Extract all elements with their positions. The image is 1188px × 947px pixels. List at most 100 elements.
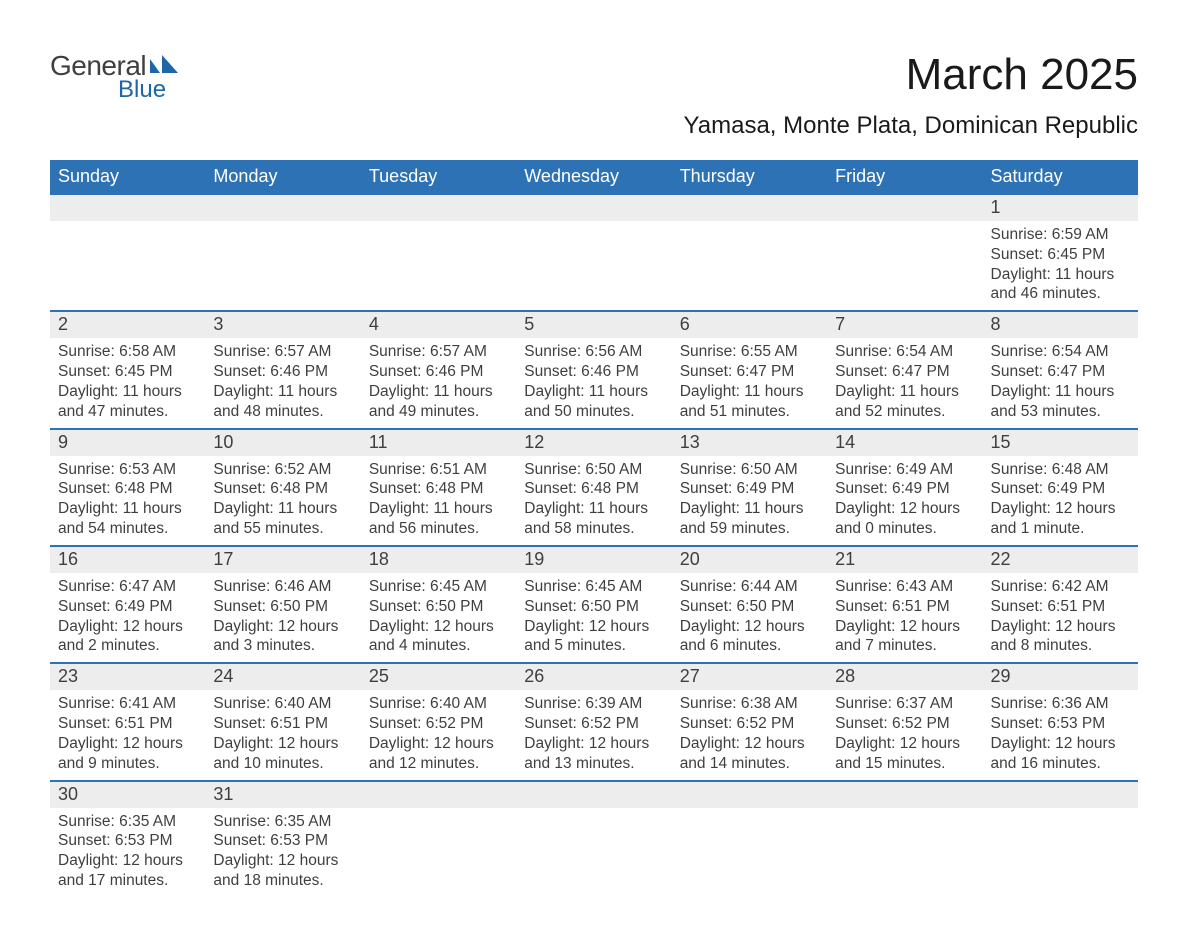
sunset-text: Sunset: 6:51 PM	[991, 597, 1130, 617]
day-number	[361, 782, 516, 808]
sunset-text: Sunset: 6:52 PM	[680, 714, 819, 734]
day-details: Sunrise: 6:50 AMSunset: 6:48 PMDaylight:…	[516, 456, 671, 545]
sunrise-text: Sunrise: 6:55 AM	[680, 342, 819, 362]
weekday-header: Sunday	[50, 160, 205, 194]
day-details	[516, 221, 671, 301]
day-number: 9	[50, 430, 205, 456]
daylight-text-2: and 54 minutes.	[58, 519, 197, 539]
weekday-header: Wednesday	[516, 160, 671, 194]
calendar-day-cell: 25Sunrise: 6:40 AMSunset: 6:52 PMDayligh…	[361, 663, 516, 780]
daylight-text-2: and 52 minutes.	[835, 402, 974, 422]
day-number: 30	[50, 782, 205, 808]
sunrise-text: Sunrise: 6:39 AM	[524, 694, 663, 714]
calendar-day-cell: 21Sunrise: 6:43 AMSunset: 6:51 PMDayligh…	[827, 546, 982, 663]
daylight-text-2: and 13 minutes.	[524, 754, 663, 774]
daylight-text-2: and 12 minutes.	[369, 754, 508, 774]
calendar-day-cell: 8Sunrise: 6:54 AMSunset: 6:47 PMDaylight…	[983, 311, 1138, 428]
day-number: 17	[205, 547, 360, 573]
day-number: 12	[516, 430, 671, 456]
day-details: Sunrise: 6:42 AMSunset: 6:51 PMDaylight:…	[983, 573, 1138, 662]
calendar-day-cell: 22Sunrise: 6:42 AMSunset: 6:51 PMDayligh…	[983, 546, 1138, 663]
calendar-day-cell	[516, 194, 671, 311]
daylight-text-2: and 10 minutes.	[213, 754, 352, 774]
sunrise-text: Sunrise: 6:50 AM	[680, 460, 819, 480]
day-number: 14	[827, 430, 982, 456]
sunset-text: Sunset: 6:47 PM	[991, 362, 1130, 382]
day-details: Sunrise: 6:57 AMSunset: 6:46 PMDaylight:…	[361, 338, 516, 427]
daylight-text-1: Daylight: 12 hours	[213, 617, 352, 637]
day-number	[827, 782, 982, 808]
day-number: 27	[672, 664, 827, 690]
calendar-day-cell: 2Sunrise: 6:58 AMSunset: 6:45 PMDaylight…	[50, 311, 205, 428]
sunrise-text: Sunrise: 6:59 AM	[991, 225, 1130, 245]
sunset-text: Sunset: 6:48 PM	[369, 479, 508, 499]
daylight-text-2: and 4 minutes.	[369, 636, 508, 656]
logo: General Blue	[50, 50, 178, 104]
day-details	[983, 808, 1138, 888]
calendar-day-cell: 1Sunrise: 6:59 AMSunset: 6:45 PMDaylight…	[983, 194, 1138, 311]
daylight-text-1: Daylight: 11 hours	[213, 382, 352, 402]
header: General Blue March 2025 Yamasa, Monte Pl…	[50, 50, 1138, 140]
daylight-text-2: and 46 minutes.	[991, 284, 1130, 304]
sunrise-text: Sunrise: 6:35 AM	[58, 812, 197, 832]
sunset-text: Sunset: 6:49 PM	[58, 597, 197, 617]
daylight-text-2: and 7 minutes.	[835, 636, 974, 656]
sunrise-text: Sunrise: 6:45 AM	[369, 577, 508, 597]
calendar-day-cell: 31Sunrise: 6:35 AMSunset: 6:53 PMDayligh…	[205, 781, 360, 897]
sunrise-text: Sunrise: 6:40 AM	[369, 694, 508, 714]
day-number: 18	[361, 547, 516, 573]
day-number: 26	[516, 664, 671, 690]
daylight-text-2: and 6 minutes.	[680, 636, 819, 656]
day-number	[205, 195, 360, 221]
calendar-day-cell	[672, 781, 827, 897]
day-details: Sunrise: 6:43 AMSunset: 6:51 PMDaylight:…	[827, 573, 982, 662]
day-details	[50, 221, 205, 301]
day-number: 21	[827, 547, 982, 573]
daylight-text-2: and 2 minutes.	[58, 636, 197, 656]
day-details: Sunrise: 6:59 AMSunset: 6:45 PMDaylight:…	[983, 221, 1138, 310]
day-number: 5	[516, 312, 671, 338]
calendar-day-cell	[361, 781, 516, 897]
sunset-text: Sunset: 6:52 PM	[524, 714, 663, 734]
sunrise-text: Sunrise: 6:49 AM	[835, 460, 974, 480]
daylight-text-2: and 16 minutes.	[991, 754, 1130, 774]
calendar-day-cell	[827, 781, 982, 897]
calendar-day-cell: 27Sunrise: 6:38 AMSunset: 6:52 PMDayligh…	[672, 663, 827, 780]
calendar-week-row: 9Sunrise: 6:53 AMSunset: 6:48 PMDaylight…	[50, 429, 1138, 546]
sunrise-text: Sunrise: 6:43 AM	[835, 577, 974, 597]
day-number	[672, 782, 827, 808]
calendar-day-cell: 26Sunrise: 6:39 AMSunset: 6:52 PMDayligh…	[516, 663, 671, 780]
day-number: 23	[50, 664, 205, 690]
day-details: Sunrise: 6:45 AMSunset: 6:50 PMDaylight:…	[361, 573, 516, 662]
daylight-text-2: and 49 minutes.	[369, 402, 508, 422]
day-details: Sunrise: 6:47 AMSunset: 6:49 PMDaylight:…	[50, 573, 205, 662]
day-number: 4	[361, 312, 516, 338]
calendar-day-cell: 14Sunrise: 6:49 AMSunset: 6:49 PMDayligh…	[827, 429, 982, 546]
sunset-text: Sunset: 6:48 PM	[213, 479, 352, 499]
daylight-text-1: Daylight: 12 hours	[369, 617, 508, 637]
daylight-text-2: and 58 minutes.	[524, 519, 663, 539]
calendar-day-cell: 10Sunrise: 6:52 AMSunset: 6:48 PMDayligh…	[205, 429, 360, 546]
calendar-day-cell: 7Sunrise: 6:54 AMSunset: 6:47 PMDaylight…	[827, 311, 982, 428]
daylight-text-1: Daylight: 11 hours	[369, 382, 508, 402]
sunset-text: Sunset: 6:47 PM	[835, 362, 974, 382]
sunset-text: Sunset: 6:48 PM	[524, 479, 663, 499]
calendar-day-cell: 30Sunrise: 6:35 AMSunset: 6:53 PMDayligh…	[50, 781, 205, 897]
daylight-text-1: Daylight: 12 hours	[835, 734, 974, 754]
calendar-week-row: 16Sunrise: 6:47 AMSunset: 6:49 PMDayligh…	[50, 546, 1138, 663]
day-details: Sunrise: 6:35 AMSunset: 6:53 PMDaylight:…	[205, 808, 360, 897]
sunset-text: Sunset: 6:51 PM	[213, 714, 352, 734]
calendar-day-cell: 17Sunrise: 6:46 AMSunset: 6:50 PMDayligh…	[205, 546, 360, 663]
daylight-text-1: Daylight: 11 hours	[991, 382, 1130, 402]
day-details: Sunrise: 6:56 AMSunset: 6:46 PMDaylight:…	[516, 338, 671, 427]
sunset-text: Sunset: 6:50 PM	[680, 597, 819, 617]
day-details: Sunrise: 6:49 AMSunset: 6:49 PMDaylight:…	[827, 456, 982, 545]
daylight-text-1: Daylight: 12 hours	[369, 734, 508, 754]
sunrise-text: Sunrise: 6:44 AM	[680, 577, 819, 597]
day-details: Sunrise: 6:48 AMSunset: 6:49 PMDaylight:…	[983, 456, 1138, 545]
calendar-day-cell: 11Sunrise: 6:51 AMSunset: 6:48 PMDayligh…	[361, 429, 516, 546]
daylight-text-2: and 5 minutes.	[524, 636, 663, 656]
daylight-text-1: Daylight: 11 hours	[58, 499, 197, 519]
sunset-text: Sunset: 6:51 PM	[58, 714, 197, 734]
calendar-day-cell: 29Sunrise: 6:36 AMSunset: 6:53 PMDayligh…	[983, 663, 1138, 780]
